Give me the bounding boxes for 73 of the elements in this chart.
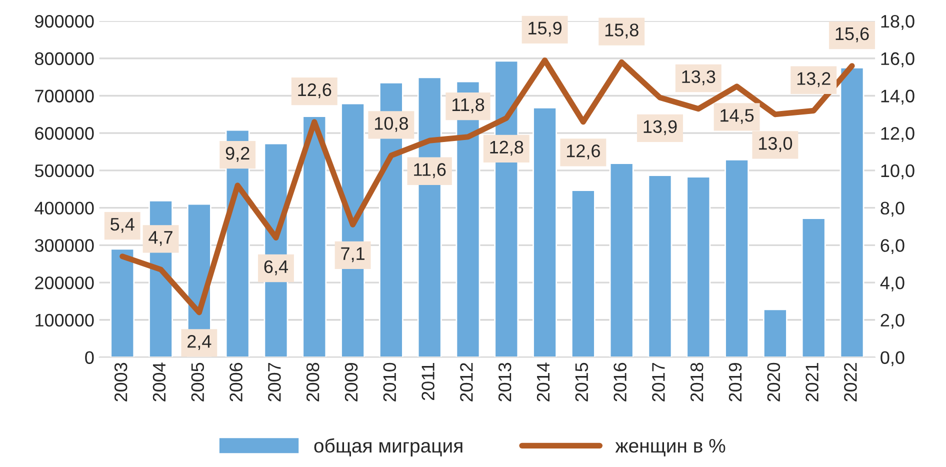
y2-tick-label: 10,0 (881, 164, 914, 180)
x-tick-label: 2005 (191, 362, 204, 402)
data-label: 14,5 (720, 109, 754, 124)
x-tick-label: 2006 (230, 362, 242, 402)
data-label: 2,4 (188, 335, 212, 350)
legend-label: общая миграция (314, 438, 462, 457)
y2-tick-label: 14,0 (881, 90, 914, 105)
x-tick-label: 2013 (498, 362, 512, 402)
x-tick-label: 2015 (575, 362, 588, 402)
x-tick-label: 2017 (652, 363, 665, 402)
y2-tick-label: 2,0 (880, 314, 904, 329)
data-label: 13,9 (644, 120, 677, 136)
y-tick-label: 200000 (35, 276, 94, 290)
data-label: 13,3 (682, 70, 716, 86)
x-tick-label: 2009 (344, 362, 358, 402)
x-tick-label: 2020 (767, 362, 780, 402)
y-tick-label: 0 (85, 351, 94, 364)
y-tick-label: 600000 (35, 127, 94, 140)
data-label: 5,4 (110, 218, 134, 233)
x-tick-label: 2019 (728, 362, 742, 402)
data-label: 12,8 (490, 140, 524, 156)
x-tick-label: 2021 (806, 362, 818, 402)
x-tick-label: 2014 (536, 362, 550, 402)
y-tick-label: 300000 (34, 239, 94, 252)
data-label: 6,4 (264, 260, 288, 276)
bar (840, 67, 864, 358)
y-tick-label: 500000 (34, 164, 94, 178)
x-tick-label: 2016 (614, 362, 626, 402)
bar (609, 162, 634, 358)
x-tick-label: 2008 (306, 362, 320, 402)
x-tick-label: 2003 (114, 362, 128, 402)
bar (686, 176, 711, 358)
data-label: 15,8 (605, 24, 638, 39)
data-label: 4,7 (148, 231, 172, 246)
data-label: 13,0 (759, 137, 792, 152)
x-tick-label: 2007 (268, 363, 281, 402)
data-label: 11,8 (452, 98, 484, 114)
data-label: 11,6 (414, 163, 446, 178)
data-label: 7,1 (341, 247, 364, 262)
x-tick-label: 2004 (152, 362, 166, 402)
y2-tick-label: 0,0 (880, 351, 904, 366)
legend-label: женщин в % (615, 438, 726, 456)
bar (801, 218, 826, 358)
y-tick-label: 800000 (35, 52, 94, 66)
y2-tick-label: 16,0 (881, 52, 914, 68)
bar (724, 158, 750, 358)
data-label: 15,6 (836, 27, 869, 42)
x-tick-label: 2011 (422, 362, 434, 400)
data-label: 13,2 (797, 72, 830, 88)
y-tick-label: 100000 (36, 314, 94, 327)
data-label: 12,6 (298, 83, 332, 98)
y2-tick-label: 12,0 (881, 127, 914, 142)
bar (532, 106, 558, 358)
data-label: 15,9 (528, 22, 562, 37)
bar (570, 190, 596, 358)
data-label: 9,2 (226, 146, 250, 162)
x-tick-label: 2012 (460, 363, 473, 402)
y2-tick-label: 4,0 (880, 276, 904, 292)
x-tick-label: 2018 (690, 362, 704, 402)
y-tick-label: 900000 (35, 14, 94, 28)
x-tick-label: 2010 (383, 362, 396, 402)
x-tick-label: 2022 (844, 363, 857, 402)
bar (302, 116, 327, 358)
y2-tick-label: 18,0 (881, 14, 914, 30)
y2-tick-label: 6,0 (880, 239, 904, 254)
y-tick-label: 700000 (35, 90, 94, 102)
y2-tick-label: 8,0 (880, 202, 904, 217)
bar (110, 248, 135, 358)
bar (762, 308, 788, 358)
data-label: 10,8 (374, 117, 408, 132)
y-tick-label: 400000 (34, 202, 94, 215)
bar (648, 174, 672, 358)
data-label: 12,6 (567, 144, 600, 160)
